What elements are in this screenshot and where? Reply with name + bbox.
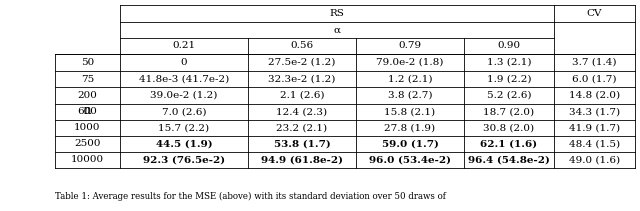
Text: 1.2 (2.1): 1.2 (2.1) (388, 74, 432, 84)
Text: 0.56: 0.56 (291, 42, 314, 50)
Text: 3.7 (1.4): 3.7 (1.4) (572, 58, 617, 67)
Text: 96.4 (54.8e-2): 96.4 (54.8e-2) (468, 156, 550, 165)
Text: 10000: 10000 (71, 156, 104, 165)
Text: 2.1 (2.6): 2.1 (2.6) (280, 91, 324, 100)
Text: 14.8 (2.0): 14.8 (2.0) (569, 91, 620, 100)
Text: n: n (84, 104, 92, 118)
Text: 79.0e-2 (1.8): 79.0e-2 (1.8) (376, 58, 444, 67)
Text: 0.90: 0.90 (497, 42, 520, 50)
Text: α: α (333, 26, 340, 35)
Text: 1.9 (2.2): 1.9 (2.2) (487, 74, 531, 84)
Text: 34.3 (1.7): 34.3 (1.7) (569, 107, 620, 116)
Text: 75: 75 (81, 74, 94, 84)
Text: 44.5 (1.9): 44.5 (1.9) (156, 139, 212, 149)
Text: 15.8 (2.1): 15.8 (2.1) (385, 107, 436, 116)
Text: Table 1: Average results for the MSE (above) with its standard deviation over 50: Table 1: Average results for the MSE (ab… (55, 191, 446, 201)
Text: 18.7 (2.0): 18.7 (2.0) (483, 107, 534, 116)
Text: 15.7 (2.2): 15.7 (2.2) (159, 123, 209, 133)
Text: 3.8 (2.7): 3.8 (2.7) (388, 91, 432, 100)
Text: 62.1 (1.6): 62.1 (1.6) (481, 139, 538, 149)
Text: 2500: 2500 (74, 139, 100, 149)
Text: 48.4 (1.5): 48.4 (1.5) (569, 139, 620, 149)
Text: 96.0 (53.4e-2): 96.0 (53.4e-2) (369, 156, 451, 165)
Text: 92.3 (76.5e-2): 92.3 (76.5e-2) (143, 156, 225, 165)
Text: 1000: 1000 (74, 123, 100, 133)
Text: 53.8 (1.7): 53.8 (1.7) (274, 139, 330, 149)
Text: 27.8 (1.9): 27.8 (1.9) (385, 123, 436, 133)
Text: 32.3e-2 (1.2): 32.3e-2 (1.2) (268, 74, 336, 84)
Text: 0: 0 (180, 58, 188, 67)
Text: 1.3 (2.1): 1.3 (2.1) (487, 58, 531, 67)
Text: 23.2 (2.1): 23.2 (2.1) (276, 123, 328, 133)
Text: 0.79: 0.79 (399, 42, 422, 50)
Text: 12.4 (2.3): 12.4 (2.3) (276, 107, 328, 116)
Text: 50: 50 (81, 58, 94, 67)
Text: 41.8e-3 (41.7e-2): 41.8e-3 (41.7e-2) (139, 74, 229, 84)
Text: 27.5e-2 (1.2): 27.5e-2 (1.2) (268, 58, 336, 67)
Text: CV: CV (587, 9, 602, 18)
Text: 94.9 (61.8e-2): 94.9 (61.8e-2) (261, 156, 343, 165)
Text: 41.9 (1.7): 41.9 (1.7) (569, 123, 620, 133)
Text: 59.0 (1.7): 59.0 (1.7) (381, 139, 438, 149)
Text: 600: 600 (77, 107, 97, 116)
Text: RS: RS (330, 9, 344, 18)
Text: 6.0 (1.7): 6.0 (1.7) (572, 74, 617, 84)
Text: 5.2 (2.6): 5.2 (2.6) (487, 91, 531, 100)
Text: 30.8 (2.0): 30.8 (2.0) (483, 123, 534, 133)
Text: 39.0e-2 (1.2): 39.0e-2 (1.2) (150, 91, 218, 100)
Text: 49.0 (1.6): 49.0 (1.6) (569, 156, 620, 165)
Text: 7.0 (2.6): 7.0 (2.6) (162, 107, 206, 116)
Text: 0.21: 0.21 (172, 42, 196, 50)
Text: 200: 200 (77, 91, 97, 100)
